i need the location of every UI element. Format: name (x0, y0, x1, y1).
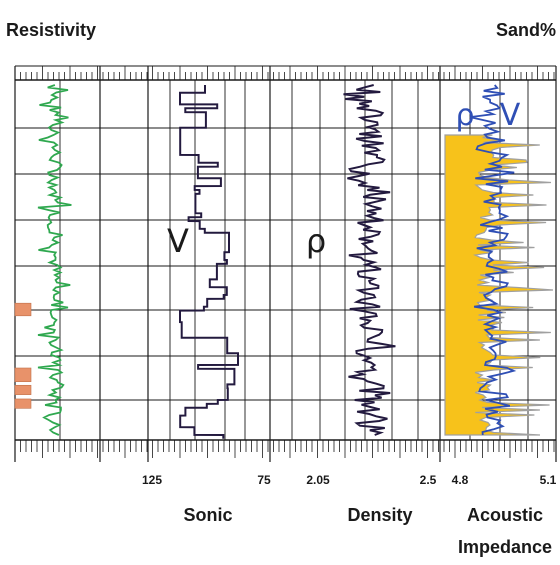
sand-marker (14, 302, 32, 317)
log-grid (14, 65, 557, 462)
sonic-tick-left: 125 (142, 473, 162, 487)
impedance-tick-right: 5.1 (540, 473, 557, 487)
density-tick-left: 2.05 (306, 473, 330, 487)
density-curve (343, 84, 396, 436)
density-tick-right: 2.5 (420, 473, 437, 487)
sonic-track-label: Sonic (183, 505, 232, 525)
sand-marker (14, 367, 32, 382)
header-right-label: Sand% (496, 20, 556, 40)
density-track-label: Density (347, 505, 412, 525)
impedance-symbol-v: V (500, 98, 521, 133)
header-left-label: Resistivity (6, 20, 96, 40)
sand-marker (14, 384, 32, 395)
sonic-curve (179, 85, 239, 439)
resistivity-curve (37, 84, 72, 436)
impedance-tick-left: 4.8 (452, 473, 469, 487)
density-symbol-rho: ρ (306, 222, 326, 260)
impedance-symbol-rho: ρ (455, 98, 474, 133)
log-curves (37, 84, 554, 439)
sonic-tick-right: 75 (257, 473, 271, 487)
impedance-track-label-line2: Impedance (458, 537, 552, 557)
sand-marker (14, 398, 32, 409)
impedance-curve (469, 84, 517, 436)
sand-markers (14, 302, 32, 409)
sonic-symbol-v: V (167, 222, 189, 260)
impedance-fill (444, 134, 554, 436)
impedance-track-label-line1: Acoustic (467, 505, 543, 525)
